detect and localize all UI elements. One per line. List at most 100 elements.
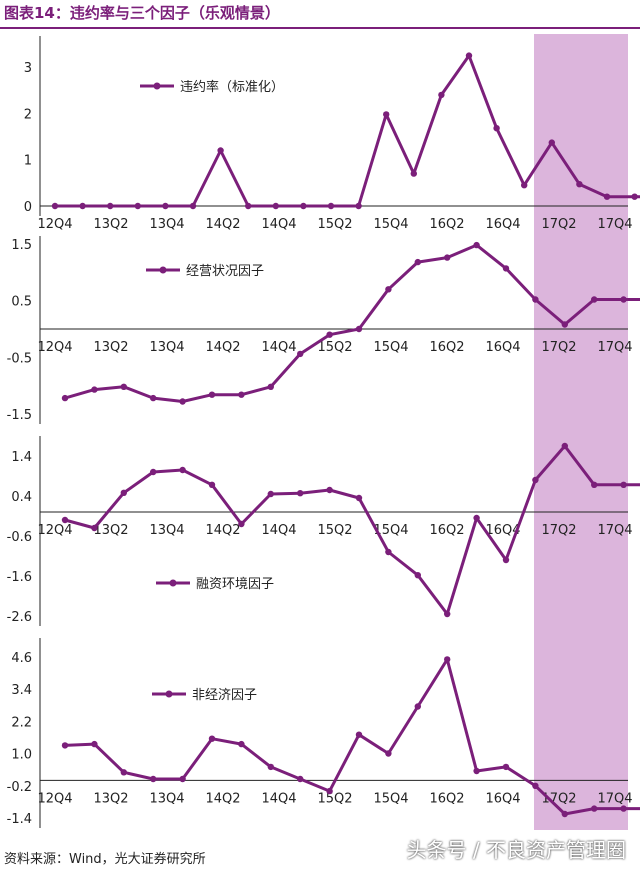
title-rule: [0, 27, 640, 29]
data-point: [91, 740, 98, 748]
data-point: [297, 350, 304, 358]
y-tick-label: 2: [24, 107, 32, 122]
series-line-2: [64, 243, 640, 403]
legend-label: 融资环境因子: [196, 577, 274, 592]
data-point: [238, 520, 245, 528]
data-point: [245, 202, 252, 210]
data-point: [297, 490, 304, 497]
y-tick-label: -1.4: [7, 812, 32, 827]
legend-label: 非经济因子: [192, 688, 257, 703]
y-tick-label: -2.6: [7, 610, 32, 625]
data-point: [179, 398, 186, 405]
x-tick-label: 14Q2: [205, 217, 240, 232]
source-note: 资料来源：Wind，光大证券研究所: [4, 852, 206, 867]
y-tick-label: -0.2: [7, 780, 32, 795]
y-tick-label: 0.5: [11, 295, 32, 310]
data-point: [493, 125, 500, 132]
figure-title: 图表14：违约率与三个因子（乐观情景）: [4, 4, 280, 22]
data-point: [208, 391, 216, 398]
data-point: [107, 202, 114, 210]
x-tick-label: 13Q2: [93, 523, 128, 538]
data-point: [61, 516, 69, 524]
data-point: [532, 296, 539, 303]
data-point: [532, 782, 539, 789]
y-tick-label: 4.6: [11, 651, 32, 666]
data-point: [561, 321, 568, 328]
y-tick-label: 3.4: [11, 683, 32, 698]
data-point: [300, 202, 307, 210]
data-point: [561, 810, 568, 818]
data-point: [591, 805, 598, 812]
data-point: [410, 170, 417, 177]
y-tick-label: 0.4: [11, 490, 32, 505]
data-point: [79, 202, 86, 210]
data-point: [267, 383, 274, 390]
x-tick-label: 14Q4: [261, 340, 296, 355]
legend-swatch-marker: [153, 82, 161, 90]
data-point: [91, 524, 98, 532]
data-point: [414, 572, 421, 579]
x-tick-label: 13Q4: [149, 340, 184, 355]
data-point: [591, 296, 598, 303]
x-tick-label: 17Q4: [597, 523, 632, 538]
data-point: [179, 466, 186, 474]
data-point: [631, 193, 638, 200]
data-point: [576, 181, 583, 188]
data-point: [208, 481, 216, 488]
x-tick-label: 14Q2: [205, 791, 240, 806]
legend-swatch-marker: [159, 266, 167, 274]
x-tick-label: 13Q2: [93, 791, 128, 806]
data-point: [355, 494, 363, 502]
data-point: [521, 182, 528, 189]
data-point: [272, 202, 279, 210]
data-point: [238, 740, 245, 748]
x-tick-label: 13Q4: [149, 217, 184, 232]
x-tick-label: 16Q2: [429, 523, 464, 538]
data-point: [548, 139, 555, 146]
data-point: [327, 202, 335, 210]
x-tick-label: 15Q4: [373, 523, 408, 538]
data-point: [438, 91, 445, 99]
x-tick-label: 14Q4: [261, 791, 296, 806]
data-point: [61, 394, 69, 402]
series-line-4: [64, 657, 640, 816]
data-point: [217, 147, 224, 154]
legend-label: 经营状况因子: [186, 264, 264, 279]
x-tick-label: 15Q2: [317, 791, 352, 806]
x-tick-label: 13Q2: [93, 340, 128, 355]
x-tick-label: 17Q4: [597, 217, 632, 232]
data-point: [473, 767, 480, 775]
x-tick-label: 14Q2: [205, 340, 240, 355]
x-tick-label: 15Q2: [317, 217, 352, 232]
data-point: [238, 391, 245, 398]
x-tick-label: 15Q4: [373, 791, 408, 806]
y-tick-label: 1: [24, 154, 32, 169]
x-tick-label: 15Q4: [373, 340, 408, 355]
y-tick-label: 0: [24, 200, 32, 215]
data-point: [502, 763, 510, 771]
data-point: [603, 193, 611, 200]
y-tick-label: -0.6: [7, 530, 32, 545]
data-point: [91, 386, 98, 393]
data-point: [120, 489, 128, 496]
data-point: [150, 394, 157, 402]
data-point: [355, 202, 362, 210]
data-point: [326, 787, 333, 795]
x-tick-label: 12Q4: [37, 791, 72, 806]
data-point: [267, 763, 274, 771]
x-tick-label: 14Q4: [261, 523, 296, 538]
x-tick-label: 16Q2: [429, 340, 464, 355]
data-point: [134, 202, 141, 210]
series-line-1: [55, 54, 640, 208]
series-line-3: [64, 444, 640, 616]
x-tick-label: 14Q4: [261, 217, 296, 232]
data-point: [120, 383, 128, 390]
data-point: [162, 202, 169, 210]
y-tick-label: 1.0: [11, 748, 32, 763]
x-tick-label: 17Q4: [597, 340, 632, 355]
data-point: [297, 775, 304, 783]
x-tick-label: 16Q2: [429, 791, 464, 806]
data-point: [208, 735, 216, 742]
data-point: [355, 731, 363, 738]
data-point: [444, 610, 451, 618]
